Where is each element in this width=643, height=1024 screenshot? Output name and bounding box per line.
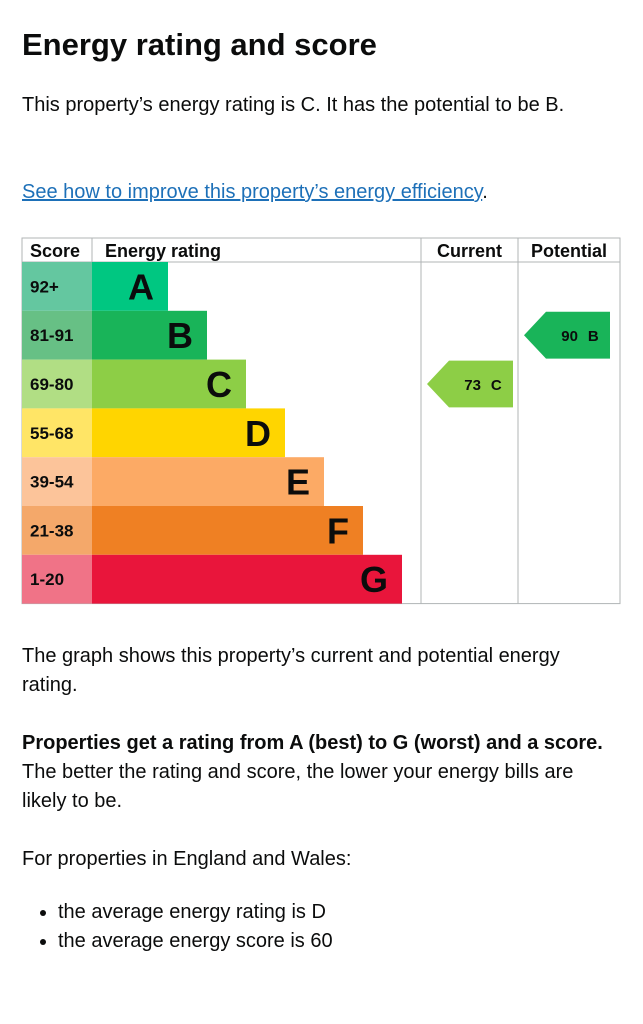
graph-note: The graph shows this property’s current … xyxy=(22,645,560,696)
potential-score: 90 xyxy=(561,328,578,345)
score-cell xyxy=(22,554,92,604)
score-cell xyxy=(22,457,92,506)
rating-letter: A xyxy=(128,266,154,307)
rating-info-text: The better the rating and score, the low… xyxy=(22,761,574,812)
potential-arrow xyxy=(524,311,610,359)
rating-chart: Score Energy rating Current Potential 92+ A 81… xyxy=(21,237,621,605)
column-header: Energy rating xyxy=(105,241,221,261)
rating-letter: D xyxy=(245,413,271,454)
score-range: 21-38 xyxy=(30,521,73,540)
column-header: Score xyxy=(30,241,80,261)
rating-bar xyxy=(92,457,324,506)
averages-intro: For properties in England and Wales: xyxy=(22,848,352,870)
averages-list: the average energy rating is D the avera… xyxy=(22,898,620,956)
score-range: 39-54 xyxy=(30,473,74,492)
link-suffix: . xyxy=(482,181,488,203)
rating-info: Properties get a rating from A (best) to… xyxy=(22,729,612,816)
score-range: 81-91 xyxy=(30,326,73,345)
score-cell xyxy=(22,408,92,458)
rating-bar xyxy=(92,359,246,409)
column-header: Potential xyxy=(531,241,607,261)
link-paragraph: See how to improve this property’s energ… xyxy=(22,178,620,207)
score-range: 69-80 xyxy=(30,375,73,394)
column-header: Current xyxy=(437,241,502,261)
average-item: the average energy rating is D xyxy=(58,898,620,927)
improve-link[interactable]: See how to improve this property’s energ… xyxy=(22,181,483,203)
intro: This property’s energy rating is C. It h… xyxy=(22,94,565,116)
rating-letter: G xyxy=(360,559,388,600)
rating-bar xyxy=(92,310,207,360)
current-rating: C xyxy=(491,377,502,394)
potential-rating: B xyxy=(588,328,599,345)
average-item: the average energy score is 60 xyxy=(58,927,620,956)
current-arrow xyxy=(427,360,513,408)
score-range: 55-68 xyxy=(30,424,73,443)
rating-bar xyxy=(92,554,402,604)
score-cell xyxy=(22,310,92,360)
rating-letter: F xyxy=(327,510,349,551)
rating-letter: E xyxy=(286,462,310,503)
rating-info-bold: Properties get a rating from A (best) to… xyxy=(22,732,603,754)
rating-bar xyxy=(92,408,285,458)
score-cell xyxy=(22,506,92,555)
current-score: 73 xyxy=(464,377,481,394)
rating-letter: C xyxy=(206,364,232,405)
score-cell xyxy=(22,262,92,311)
score-range: 92+ xyxy=(30,277,59,296)
rating-bar xyxy=(92,506,363,555)
score-cell xyxy=(22,359,92,409)
rating-bar xyxy=(92,262,168,311)
rating-letter: B xyxy=(167,315,193,356)
potential-label: 90 B xyxy=(561,328,599,345)
score-range: 1-20 xyxy=(30,570,64,589)
current-label: 73 C xyxy=(464,377,502,394)
heading: Energy rating and score xyxy=(22,27,377,62)
